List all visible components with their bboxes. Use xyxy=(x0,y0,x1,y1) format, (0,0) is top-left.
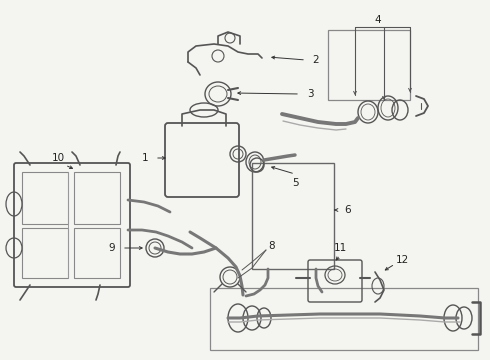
Text: 4: 4 xyxy=(375,15,381,25)
Bar xyxy=(210,288,478,350)
Bar xyxy=(252,163,334,269)
Text: 1: 1 xyxy=(142,153,148,163)
Text: 8: 8 xyxy=(269,241,275,251)
Text: 9: 9 xyxy=(109,243,115,253)
Bar xyxy=(74,228,120,278)
Text: 12: 12 xyxy=(395,255,409,265)
Text: 6: 6 xyxy=(344,205,351,215)
Text: 2: 2 xyxy=(313,55,319,65)
Bar xyxy=(74,172,120,224)
Bar xyxy=(328,30,410,100)
Text: 5: 5 xyxy=(292,178,298,188)
Bar xyxy=(22,172,68,224)
Text: 3: 3 xyxy=(307,89,313,99)
Bar xyxy=(22,228,68,278)
Text: 11: 11 xyxy=(333,243,346,253)
Text: 10: 10 xyxy=(51,153,65,163)
